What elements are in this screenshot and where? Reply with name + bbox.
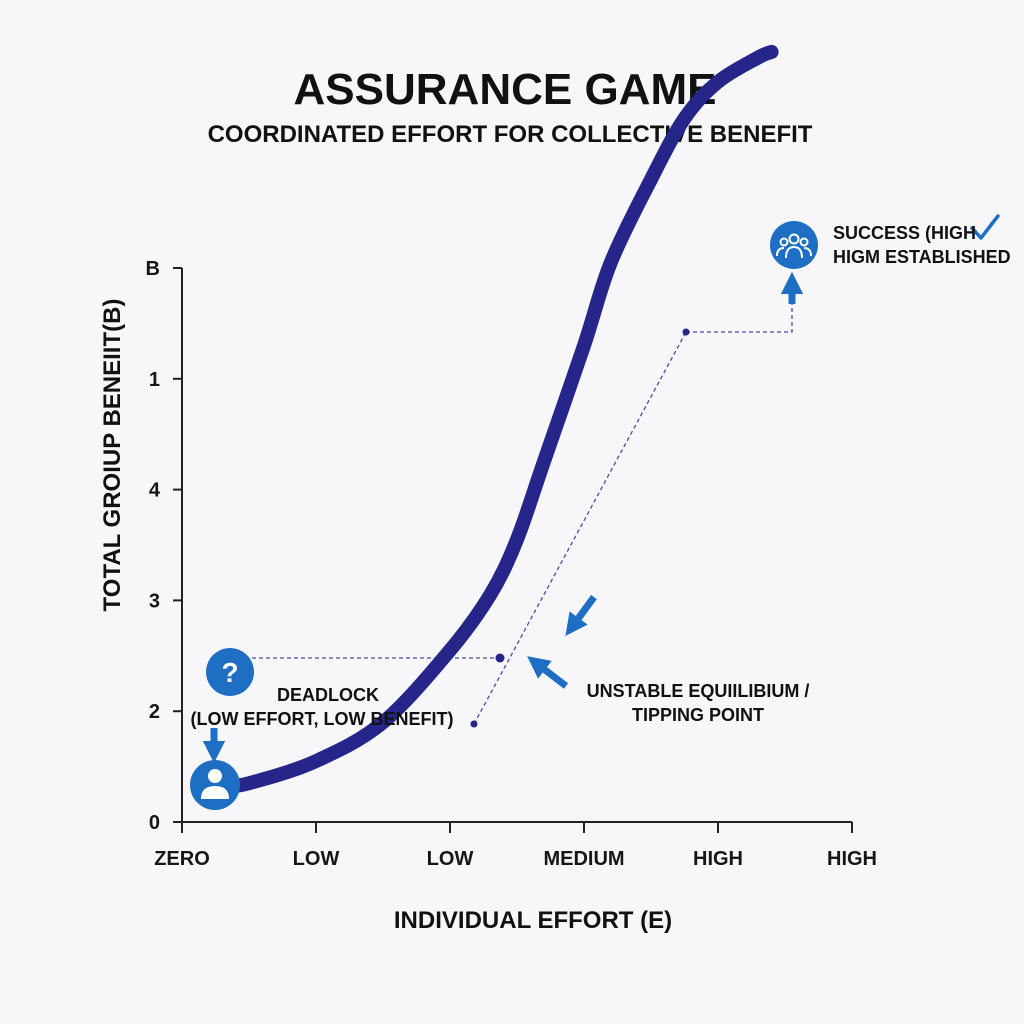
y-axis-label: TOTAL GROIUP BENEIIT(B) [99,299,126,612]
tipping-guide-line [473,331,687,725]
y-tick-label: 4 [149,480,161,502]
y-tick-label: 0 [149,812,160,834]
series-line [205,44,779,796]
success-guide-line [686,304,793,333]
y-tick-label: 1 [149,369,160,391]
success-detail: HIGM ESTABLISHED [833,247,1011,267]
svg-text:?: ? [221,657,238,688]
tipping-arrow-upper [565,594,597,637]
question-icon: ? [206,648,254,696]
y-tick-label: B [146,258,160,280]
x-tick-label: HIGH [693,848,743,870]
y-tick-label: 2 [149,701,160,723]
x-axis-label: INDIVIDUAL EFFORT (E) [394,907,672,934]
guide-point [470,720,478,728]
success-label: SUCCESS (HIGH [833,223,976,243]
tipping-arrow-lower [527,656,569,689]
tipping-detail: TIPPING POINT [632,705,764,725]
x-tick-label: HIGH [827,848,877,870]
guide-point [495,653,505,663]
deadlock-detail: (LOW EFFORT, LOW BENEFIT) [191,709,454,729]
x-tick-label: ZERO [154,848,210,870]
x-tick-label: MEDIUM [543,848,624,870]
checkmark-icon [970,214,1000,240]
y-tick-label: 3 [149,590,160,612]
group-icon [770,221,818,269]
x-tick-label: LOW [427,848,474,870]
chart-title: ASSURANCE GAME [294,65,717,114]
deadlock-label: DEADLOCK [277,685,379,705]
tick-layer: ZERO LOW LOW MEDIUM HIGH HIGH 0 2 3 4 1 B [146,258,877,870]
chart-subtitle: COORDINATED EFFORT FOR COLLECTIVE BENEFI… [208,121,813,148]
x-tick-label: LOW [293,848,340,870]
person-icon [190,760,240,810]
tipping-label: UNSTABLE EQUIILIBIUM / [587,681,810,701]
guide-point [682,328,690,336]
